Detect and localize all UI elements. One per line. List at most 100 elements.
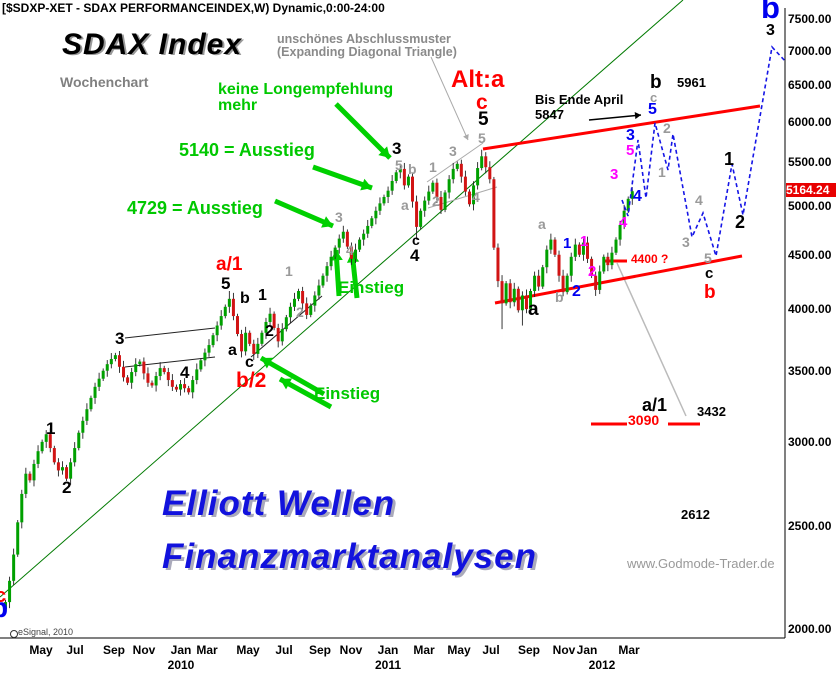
x-axis-month-label: Sep: [308, 643, 332, 657]
wave-2-gray-2010: 2: [296, 304, 304, 320]
wave-b-big-blue: b: [761, 0, 780, 25]
wave-3-gray-2010: 3: [335, 209, 343, 225]
brand-line2: Finanzmarktanalysen: [162, 537, 537, 576]
note-a1-bottom: a/1: [642, 395, 668, 415]
proj-4-gray: 4: [695, 192, 703, 208]
esignal-logo-icon: [10, 630, 18, 638]
note-alt-a: Alt:a: [451, 66, 505, 93]
wave-b-target: b: [650, 72, 662, 93]
wave-3-projection-top: 3: [766, 22, 775, 39]
note-4729-ausstieg: 4729 = Ausstieg: [127, 198, 263, 218]
y-axis-label: 3500.00: [788, 363, 832, 378]
x-axis-month-label: Mar: [618, 643, 640, 657]
brand-line1: Elliott Wellen: [162, 484, 396, 523]
note-3432: 3432: [697, 404, 726, 419]
x-axis-month-label: Sep: [102, 643, 126, 657]
y-axis-label: 7000.00: [788, 43, 832, 58]
wave-b2-red: b/2: [236, 369, 267, 392]
note-3090: 3090: [628, 412, 660, 428]
note-einstieg-1: Einstieg: [338, 278, 405, 297]
x-axis-month-label: Sep: [517, 643, 541, 657]
x-axis-year-label: 2011: [374, 658, 402, 672]
wedge-1-gray: 1: [429, 159, 437, 175]
note-einstieg-2: Einstieg: [314, 384, 381, 403]
chart-title: SDAX Index: [62, 28, 243, 61]
y-axis-label: 4000.00: [788, 302, 832, 317]
x-axis-year-label: 2010: [167, 658, 195, 672]
x-axis-month-label: Nov: [339, 643, 363, 657]
proj-3-gray: 3: [682, 234, 690, 250]
note-5961: 5961: [677, 75, 706, 90]
chart-subtitle: Wochenchart: [60, 74, 149, 90]
x-axis-year-label: 2012: [588, 658, 616, 672]
wave-2-mid: 2: [265, 323, 274, 340]
note-bis-ende-april: Bis Ende April: [535, 92, 624, 107]
y-axis-label: 4500.00: [788, 247, 832, 262]
y-axis-label: 5500.00: [788, 155, 832, 170]
wave-b-gray-2011: b: [408, 161, 417, 177]
wave-1-mid: 1: [258, 287, 267, 304]
wave-1-blue: 1: [563, 235, 572, 252]
y-axis-label: 6500.00: [788, 78, 832, 93]
wave-3-blue: 3: [626, 127, 635, 144]
wave-5-black-top: 5: [478, 109, 489, 130]
edge-b-blue: b: [0, 593, 8, 623]
wave-2-magenta: 2: [588, 263, 597, 280]
wave-4-gray-2010: 4: [346, 242, 354, 258]
wave-5-2010: 5: [221, 274, 231, 293]
wave-c-red-top: c: [476, 91, 488, 114]
wave-5-gray-top: 5: [478, 130, 486, 146]
wave-b-2010: b: [240, 290, 250, 307]
wedge-2-gray: 2: [432, 193, 440, 209]
wave-4-blue: 4: [633, 188, 642, 205]
proj-b-red: b: [704, 282, 716, 303]
wave-c-2010: c: [245, 354, 254, 371]
wave-a-gray-2011: a: [401, 197, 409, 213]
window-title: [$SDXP-XET - SDAX PERFORMANCEINDEX,W) Dy…: [2, 1, 385, 15]
wave-a-2010: a: [228, 342, 237, 359]
wave-3-2009: 3: [115, 329, 125, 348]
x-axis-month-label: Jul: [66, 643, 84, 657]
x-axis-month-label: Nov: [132, 643, 156, 657]
x-axis-month-label: May: [447, 643, 471, 657]
wave-4-black-2011: 4: [410, 246, 420, 265]
y-axis-label: 5000.00: [788, 199, 832, 214]
x-axis-month-label: Jan: [377, 643, 399, 657]
note-5140-ausstieg: 5140 = Ausstieg: [179, 140, 315, 160]
wave-a1-red: a/1: [216, 254, 243, 275]
x-axis-month-label: Mar: [413, 643, 435, 657]
wave-5-gray-2011: 5: [395, 157, 403, 173]
note-4400: 4400 ?: [631, 252, 669, 266]
wave-2-blue: 2: [572, 283, 581, 300]
x-axis-month-label: Jul: [482, 643, 500, 657]
esignal-credit: eSignal, 2010: [18, 627, 74, 637]
wave-a-black-bottom: a: [528, 299, 539, 320]
wave-2-2009: 2: [62, 478, 72, 497]
proj-2-gray: 2: [663, 120, 671, 136]
note-5847: 5847: [535, 107, 564, 122]
wave-1-gray-2010: 1: [285, 263, 293, 279]
wave-a-gray-oct11: a: [538, 216, 546, 232]
y-axis-label: 2000.00: [788, 621, 832, 636]
x-axis-month-label: May: [29, 643, 53, 657]
wave-c-black-2011: c: [412, 232, 420, 248]
wave-3-black-2011: 3: [392, 139, 402, 158]
proj-1-black: 1: [724, 149, 735, 169]
wave-1-2009: 1: [46, 419, 56, 438]
edge-c-red: c: [0, 585, 7, 607]
wedge-4-gray: 4: [472, 189, 480, 205]
y-axis-label: 6000.00: [788, 114, 832, 129]
proj-1-gray: 1: [658, 164, 666, 180]
wave-1-magenta: 1: [580, 233, 589, 250]
note-keine-longempfehlung: keine Longempfehlung mehr: [218, 81, 394, 115]
wave-3-magenta: 3: [610, 166, 619, 183]
y-axis-label: 2500.00: [788, 519, 832, 533]
wave-4-magenta: 4: [619, 214, 628, 231]
wave-4-2010: 4: [180, 363, 190, 382]
y-axis-label: 3000.00: [788, 434, 832, 449]
wave-5-blue-target: 5: [648, 101, 657, 118]
x-axis-month-label: Jan: [170, 643, 192, 657]
x-axis-month-label: Nov: [552, 643, 576, 657]
proj-2-black: 2: [735, 212, 746, 232]
